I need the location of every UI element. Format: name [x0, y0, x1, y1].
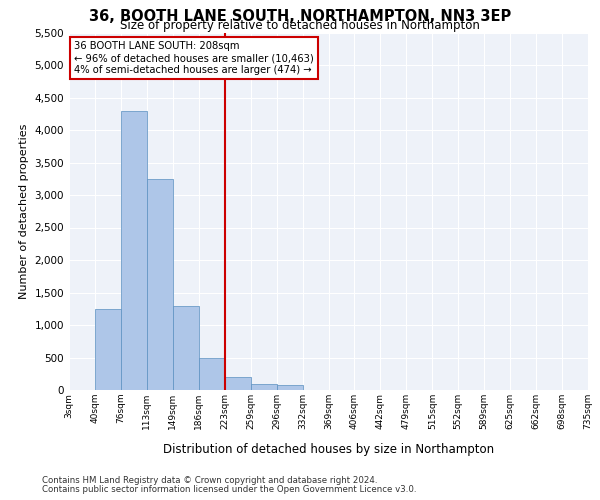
Bar — [147, 179, 173, 390]
Text: Distribution of detached houses by size in Northampton: Distribution of detached houses by size … — [163, 442, 494, 456]
Bar — [277, 386, 302, 390]
Text: Contains HM Land Registry data © Crown copyright and database right 2024.: Contains HM Land Registry data © Crown c… — [42, 476, 377, 485]
Text: Contains public sector information licensed under the Open Government Licence v3: Contains public sector information licen… — [42, 485, 416, 494]
Bar — [199, 358, 224, 390]
Text: 36, BOOTH LANE SOUTH, NORTHAMPTON, NN3 3EP: 36, BOOTH LANE SOUTH, NORTHAMPTON, NN3 3… — [89, 9, 511, 24]
Bar — [173, 306, 199, 390]
Y-axis label: Number of detached properties: Number of detached properties — [19, 124, 29, 299]
Bar — [251, 384, 277, 390]
Bar — [121, 110, 147, 390]
Bar — [95, 308, 121, 390]
Text: Size of property relative to detached houses in Northampton: Size of property relative to detached ho… — [120, 19, 480, 32]
Bar — [225, 377, 251, 390]
Text: 36 BOOTH LANE SOUTH: 208sqm
← 96% of detached houses are smaller (10,463)
4% of : 36 BOOTH LANE SOUTH: 208sqm ← 96% of det… — [74, 42, 314, 74]
